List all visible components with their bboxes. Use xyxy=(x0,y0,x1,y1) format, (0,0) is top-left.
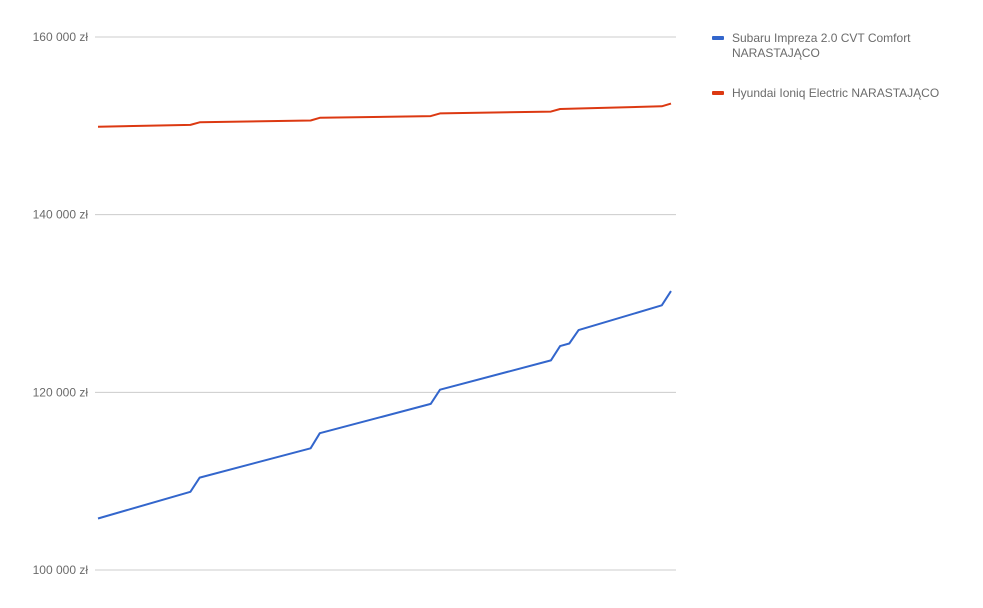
series-line-1[interactable] xyxy=(97,102,672,128)
legend-swatch xyxy=(712,91,724,95)
gridlines xyxy=(95,36,676,571)
y-axis: 100 000 zł 120 000 zł 140 000 zł 160 000 zł xyxy=(33,30,89,577)
legend-label: Subaru Impreza 2.0 CVT Comfort xyxy=(732,31,911,45)
series-lines xyxy=(97,102,672,520)
y-tick-label: 120 000 zł xyxy=(33,385,89,399)
legend-label: Hyundai Ioniq Electric NARASTAJĄCO xyxy=(732,86,939,100)
series-line-0[interactable] xyxy=(97,290,672,520)
y-tick-label: 160 000 zł xyxy=(33,30,89,44)
y-tick-label: 140 000 zł xyxy=(33,208,89,222)
legend-item-0[interactable]: Subaru Impreza 2.0 CVT ComfortNARASTAJĄC… xyxy=(712,31,911,60)
legend[interactable]: Subaru Impreza 2.0 CVT ComfortNARASTAJĄC… xyxy=(712,31,939,100)
legend-swatch xyxy=(712,36,724,40)
legend-label: NARASTAJĄCO xyxy=(732,46,820,60)
legend-item-1[interactable]: Hyundai Ioniq Electric NARASTAJĄCO xyxy=(712,86,939,100)
y-tick-label: 100 000 zł xyxy=(33,563,89,577)
